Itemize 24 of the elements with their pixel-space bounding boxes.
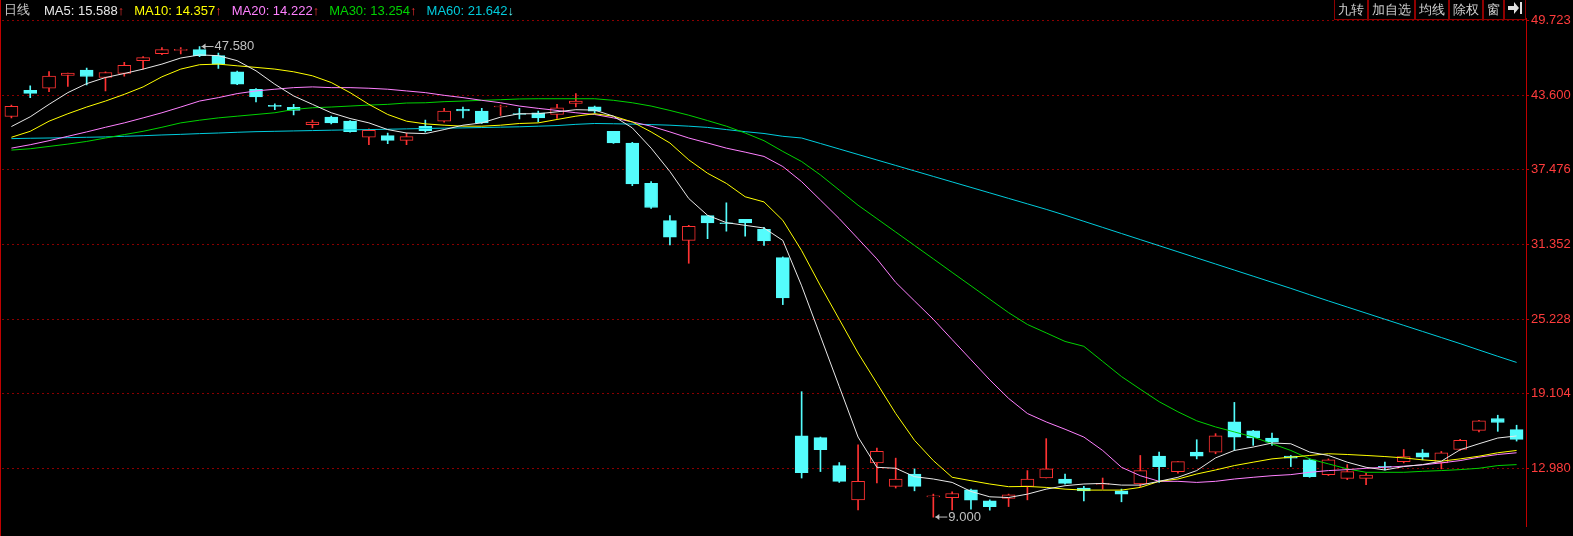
text: 窗 — [1483, 0, 1504, 20]
candlestick — [61, 72, 75, 87]
chart-title: 日线 — [4, 1, 30, 19]
y-tick-label: 49.723 — [1531, 11, 1571, 27]
y-tick-label: 12.980 — [1531, 460, 1571, 476]
y-tick-label: 19.104 — [1531, 385, 1571, 401]
candlestick — [945, 491, 959, 511]
y-tick-label: 43.600 — [1531, 86, 1571, 102]
y-tick-label: 37.476 — [1531, 161, 1571, 177]
text: 均线 — [1415, 0, 1449, 20]
text: 加自选 — [1368, 0, 1415, 20]
text: MA60: 21.642↓ — [426, 2, 515, 18]
text: MA10: 14.357↑ — [134, 2, 222, 18]
candlestick — [1039, 438, 1054, 479]
text: 九转 — [1334, 0, 1368, 20]
text: MA30: 13.254↑ — [329, 2, 417, 18]
annotation: 9.000 — [948, 508, 981, 524]
text: 除权 — [1449, 0, 1483, 20]
text: MA5: 15.588↑ — [44, 2, 125, 18]
candlestick — [1189, 439, 1204, 460]
y-tick-label: 25.228 — [1531, 310, 1571, 326]
y-tick-label: 31.352 — [1531, 236, 1571, 252]
text: MA20: 14.222↑ — [231, 2, 320, 18]
annotation: 47.580 — [214, 38, 255, 54]
